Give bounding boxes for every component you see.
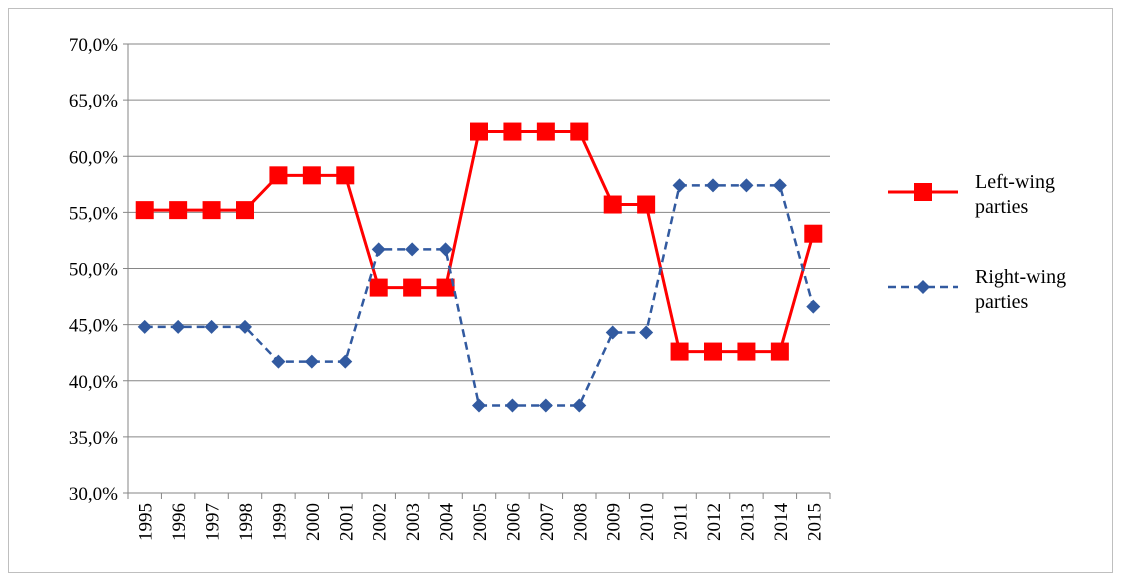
- data-point: [637, 195, 656, 214]
- data-point: [369, 278, 388, 297]
- x-tick-label: 2003: [403, 503, 424, 541]
- data-point: [271, 354, 286, 369]
- chart-border: [8, 8, 1113, 573]
- data-point: [438, 242, 453, 257]
- x-tick-label: 1997: [203, 503, 224, 541]
- y-tick-label: 65,0%: [69, 91, 118, 112]
- data-point: [336, 166, 355, 185]
- x-tick-label: 1996: [169, 503, 190, 541]
- data-point: [269, 166, 288, 185]
- data-point: [204, 319, 219, 334]
- data-point: [436, 278, 455, 297]
- data-point: [503, 122, 522, 141]
- x-tick-label: 2004: [437, 503, 458, 542]
- x-tick-label: 2001: [336, 503, 357, 541]
- x-tick-label: 2013: [737, 503, 758, 541]
- data-point: [371, 242, 386, 257]
- x-tick-label: 2011: [671, 503, 692, 540]
- legend-marker: [916, 280, 930, 294]
- data-point: [236, 201, 254, 220]
- data-point: [202, 201, 221, 220]
- data-point: [570, 122, 589, 141]
- data-point: [472, 398, 486, 413]
- y-tick-label: 40,0%: [69, 372, 118, 393]
- data-point: [338, 354, 353, 369]
- x-tick-label: 2015: [804, 503, 825, 541]
- series-line: [144, 130, 815, 354]
- data-point: [171, 319, 186, 334]
- legend-label: Left-wing parties: [975, 171, 1055, 218]
- data-point: [405, 242, 420, 257]
- x-tick-label: 2007: [537, 503, 558, 541]
- data-point: [470, 122, 488, 141]
- x-tick-label: 1999: [269, 503, 290, 541]
- data-point: [137, 319, 152, 334]
- data-point: [804, 224, 823, 243]
- data-point: [605, 325, 620, 340]
- data-point: [639, 325, 654, 340]
- data-point: [772, 178, 787, 193]
- x-tick-label: 2010: [637, 503, 658, 541]
- y-tick-label: 30,0%: [69, 484, 118, 505]
- data-point: [603, 195, 622, 214]
- data-point: [672, 178, 687, 193]
- data-point: [739, 178, 754, 193]
- data-point: [302, 166, 321, 185]
- x-tick-label: 1998: [236, 503, 257, 541]
- data-point: [770, 342, 789, 361]
- legend-marker: [914, 183, 932, 201]
- data-point: [403, 278, 422, 297]
- x-tick-label: 2000: [303, 503, 324, 541]
- data-point: [572, 398, 587, 413]
- data-point: [538, 398, 553, 413]
- y-tick-label: 35,0%: [69, 428, 118, 449]
- x-tick-label: 1995: [136, 503, 157, 541]
- y-tick-label: 70,0%: [69, 35, 118, 56]
- data-point: [304, 354, 319, 369]
- data-point: [706, 178, 720, 193]
- x-tick-label: 2014: [771, 503, 792, 542]
- data-point: [670, 342, 689, 361]
- x-tick-label: 2006: [503, 503, 524, 541]
- x-tick-label: 2008: [570, 503, 591, 541]
- y-tick-label: 50,0%: [69, 260, 118, 281]
- data-point: [737, 342, 756, 361]
- data-point: [806, 299, 821, 314]
- y-tick-label: 45,0%: [69, 316, 118, 337]
- x-tick-label: 2009: [604, 503, 625, 541]
- x-tick-label: 2002: [370, 503, 391, 541]
- y-tick-label: 55,0%: [69, 203, 118, 224]
- legend-label: Right-wing parties: [975, 266, 1067, 313]
- y-tick-label: 60,0%: [69, 147, 118, 168]
- data-point: [169, 201, 188, 220]
- data-point: [505, 398, 520, 413]
- data-point: [238, 319, 252, 334]
- x-tick-label: 2005: [470, 503, 491, 541]
- data-point: [135, 201, 154, 220]
- data-point: [536, 122, 555, 141]
- data-point: [704, 342, 722, 361]
- x-tick-label: 2012: [704, 503, 725, 541]
